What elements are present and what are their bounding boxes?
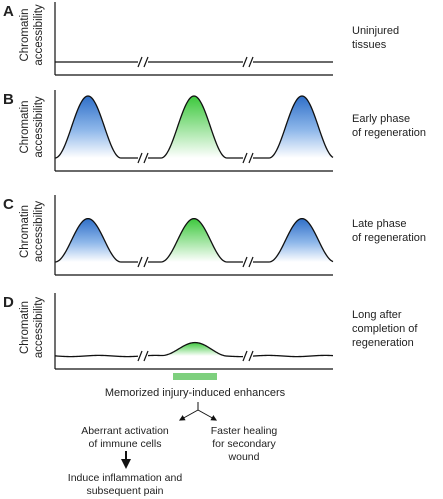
y-axis-label: Chromatin bbox=[19, 8, 31, 61]
axis-break-mark bbox=[248, 56, 254, 68]
faster-healing-text-3: wound bbox=[228, 451, 260, 463]
faster-healing-text: Faster healing bbox=[211, 425, 278, 437]
axis-break-gap bbox=[243, 350, 253, 362]
y-axis-label-2: accessibility bbox=[33, 4, 45, 66]
panel-letter: D bbox=[3, 294, 14, 311]
panel-c: C Chromatin accessibility Late phase of rege… bbox=[3, 195, 426, 276]
axis-break-gap bbox=[243, 256, 253, 268]
panel-description: Long after bbox=[352, 309, 402, 321]
aberrant-activation-text: Aberrant activation bbox=[81, 425, 169, 437]
y-axis-label: Chromatin bbox=[19, 100, 31, 153]
axis-break-mark bbox=[137, 350, 143, 362]
panel-letter: C bbox=[3, 196, 14, 213]
induce-inflammation-text-2: subsequent pain bbox=[86, 485, 163, 497]
axis-break-mark bbox=[242, 350, 248, 362]
induce-inflammation-text: Induce inflammation and bbox=[68, 472, 183, 484]
panel-description: tissues bbox=[352, 39, 387, 51]
axis-break-mark bbox=[242, 152, 248, 164]
panel-letter: B bbox=[3, 91, 14, 108]
panel-description: of regeneration bbox=[352, 127, 426, 139]
panel-description: completion of bbox=[352, 323, 418, 335]
axis-break-mark bbox=[143, 56, 149, 68]
y-axis-label: Chromatin bbox=[19, 301, 31, 354]
axis-break-gap bbox=[138, 152, 148, 164]
panel-description: Late phase bbox=[352, 218, 406, 230]
axis-break-mark bbox=[137, 256, 143, 268]
panel-d: D Chromatin accessibility Long after complet… bbox=[3, 293, 418, 370]
peak-fill-2 bbox=[161, 342, 227, 356]
axis-break-mark bbox=[248, 256, 254, 268]
panel-description: Early phase bbox=[352, 113, 410, 125]
aberrant-activation-text-2: of immune cells bbox=[89, 438, 162, 450]
panel-a: A Chromatin accessibility Uninjured tissues bbox=[3, 2, 399, 76]
panel-letter: A bbox=[3, 3, 14, 20]
axis-break-gap bbox=[138, 256, 148, 268]
axis-break-mark bbox=[242, 256, 248, 268]
peak-fill-3 bbox=[269, 218, 335, 262]
peak-fill-2 bbox=[161, 218, 227, 262]
peak-fill-3 bbox=[269, 96, 335, 158]
panel-description: regeneration bbox=[352, 337, 414, 349]
accessibility-signal-line bbox=[54, 217, 334, 263]
axis-break-mark bbox=[248, 350, 254, 362]
branch-right-arrow bbox=[197, 409, 218, 421]
axis-break-gap bbox=[138, 350, 148, 362]
memorized-label: Memorized injury-induced enhancers bbox=[105, 387, 286, 399]
branch-left-arrow bbox=[178, 409, 199, 421]
peak-fill-1 bbox=[55, 218, 121, 262]
panel-b: B Chromatin accessibility Early phase of reg… bbox=[3, 90, 426, 172]
axis-break-mark bbox=[248, 152, 254, 164]
y-axis-label-2: accessibility bbox=[33, 201, 45, 263]
panel-description: of regeneration bbox=[352, 232, 426, 244]
axis-break-gap bbox=[138, 56, 148, 68]
y-axis-label-2: accessibility bbox=[33, 96, 45, 158]
axis-break-mark bbox=[143, 350, 149, 362]
axis-break-mark bbox=[137, 56, 143, 68]
axis-break-mark bbox=[143, 256, 149, 268]
axis-break-gap bbox=[243, 56, 253, 68]
memorized-enhancer-bar bbox=[173, 373, 217, 380]
faster-healing-text-2: for secondary bbox=[212, 438, 276, 450]
accessibility-signal-line bbox=[54, 95, 334, 159]
panels-group: A Chromatin accessibility UninjuredtissuesB… bbox=[3, 2, 426, 370]
axis-break-mark bbox=[143, 152, 149, 164]
axis-break-gap bbox=[243, 152, 253, 164]
panel-description: Uninjured bbox=[352, 25, 399, 37]
peak-fill-1 bbox=[55, 96, 121, 158]
peak-fill-2 bbox=[161, 96, 227, 158]
y-axis-label: Chromatin bbox=[19, 205, 31, 258]
y-axis-label-2: accessibility bbox=[33, 297, 45, 359]
axis-break-mark bbox=[242, 56, 248, 68]
axis-break-mark bbox=[137, 152, 143, 164]
accessibility-signal-line bbox=[54, 341, 334, 358]
